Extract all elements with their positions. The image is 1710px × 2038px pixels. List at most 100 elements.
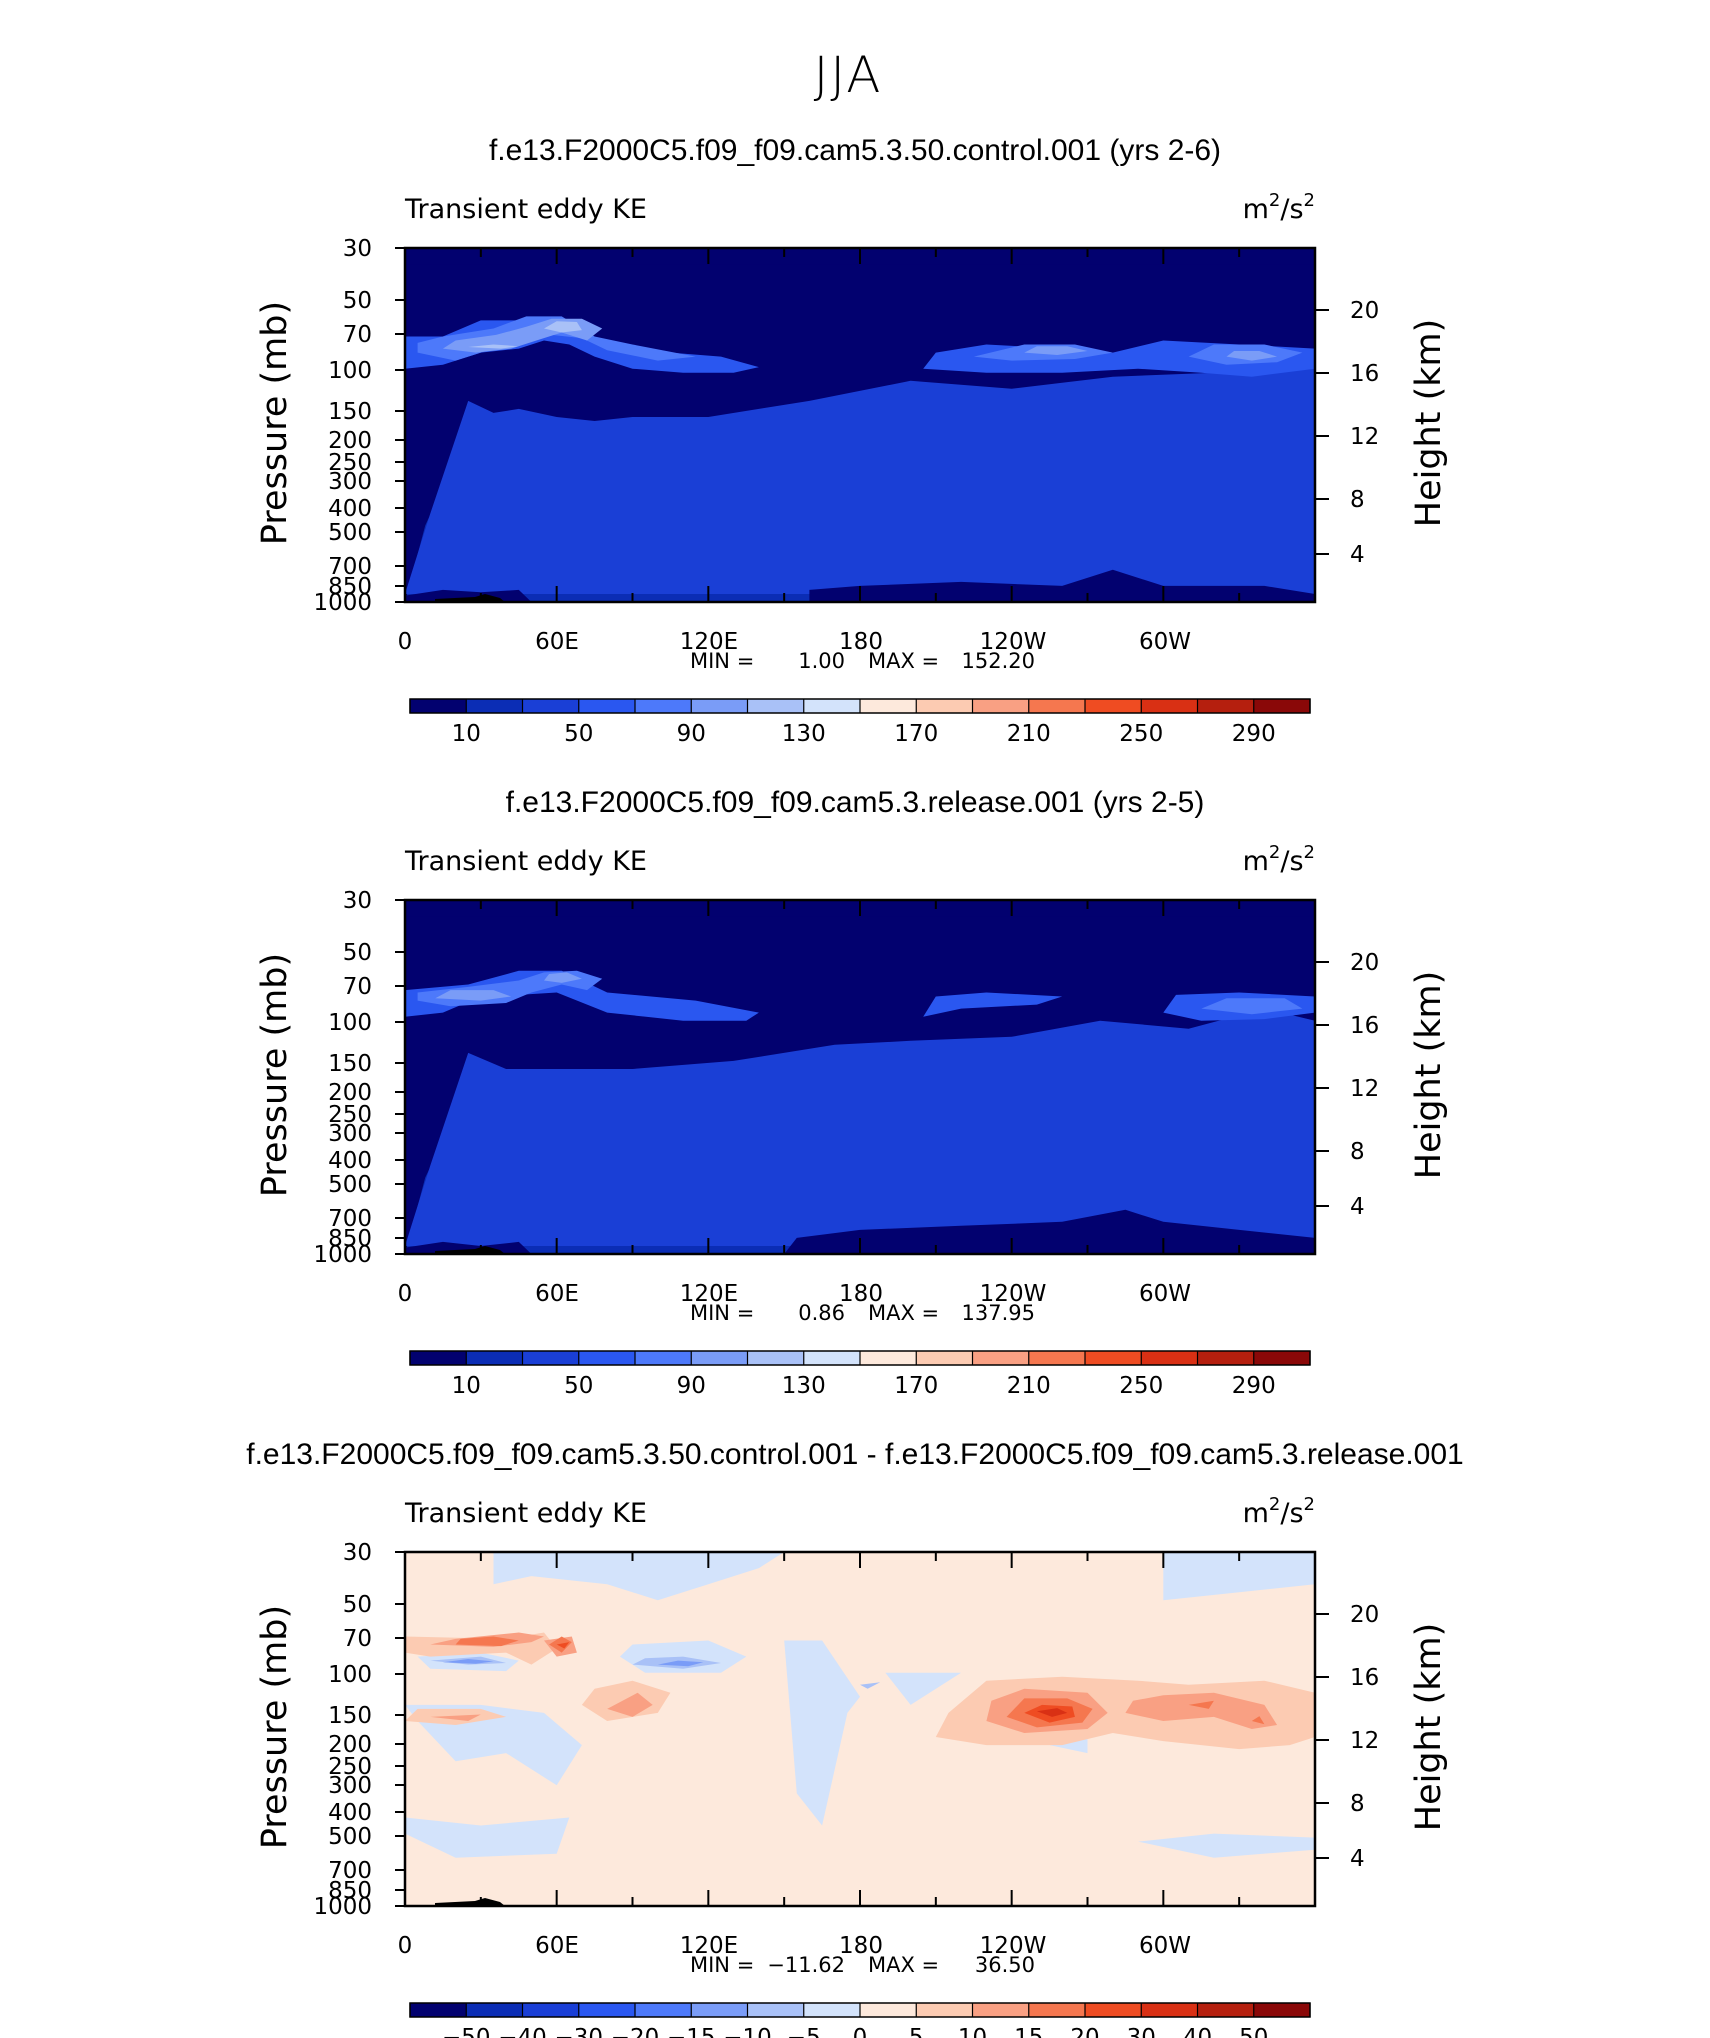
colorbar-label: 10 <box>452 1373 481 1399</box>
colorbar-swatch <box>860 699 917 713</box>
colorbar-swatch <box>466 699 523 713</box>
colorbar-swatch <box>579 2003 636 2017</box>
x-tick-label: 60W <box>1139 1281 1191 1307</box>
units-part: /s <box>1280 1498 1303 1529</box>
x-tick-label: 60E <box>535 1933 579 1959</box>
x-tick-label: 60E <box>535 629 579 655</box>
x-tick-label: 0 <box>398 629 413 655</box>
colorbar-swatch <box>973 1351 1030 1365</box>
colorbar-swatch <box>691 1351 748 1365</box>
height-tick-label: 4 <box>1350 1194 1365 1220</box>
min-value: 1.00 <box>798 649 845 673</box>
units-label: m2/s2 <box>1243 842 1315 877</box>
y-tick-label: 70 <box>343 1626 372 1652</box>
height-tick-label: 16 <box>1350 1013 1379 1039</box>
y-tick-label: 400 <box>328 496 372 522</box>
height-tick-label: 16 <box>1350 361 1379 387</box>
y-tick-label: 100 <box>328 358 372 384</box>
units-part: 2 <box>1304 1494 1315 1515</box>
colorbar-swatch <box>410 2003 467 2017</box>
y-tick-label: 300 <box>328 1773 372 1799</box>
y-tick-label: 50 <box>343 288 372 314</box>
colorbar-swatch <box>579 699 636 713</box>
colorbar-label: 90 <box>677 721 706 747</box>
panels: f.e13.F2000C5.f09_f09.cam5.3.50.control.… <box>246 134 1463 2038</box>
colorbar-swatch <box>973 2003 1030 2017</box>
y-tick-label: 70 <box>343 322 372 348</box>
colorbar-swatch <box>1141 1351 1198 1365</box>
y-axis-right: 20 16 12 8 4 Height (km) <box>1315 950 1449 1220</box>
colorbar-swatch <box>1254 1351 1311 1365</box>
colorbar-swatch <box>466 2003 523 2017</box>
height-tick-label: 8 <box>1350 1139 1365 1165</box>
colorbar-label: 170 <box>894 721 938 747</box>
colorbar-label: 130 <box>782 721 826 747</box>
colorbar-swatch <box>1198 2003 1255 2017</box>
colorbar-swatch <box>523 699 580 713</box>
height-tick-label: 4 <box>1350 542 1365 568</box>
max-label: MAX = <box>868 649 939 673</box>
units-label: m2/s2 <box>1243 190 1315 225</box>
colorbar-label: 50 <box>564 721 593 747</box>
colorbar-swatch <box>748 699 805 713</box>
y-tick-label: 1000 <box>313 1242 372 1268</box>
height-tick-label: 12 <box>1350 1728 1379 1754</box>
x-tick-label: 0 <box>398 1933 413 1959</box>
y-tick-label: 150 <box>328 1703 372 1729</box>
height-tick-label: 20 <box>1350 298 1379 324</box>
units-part: 2 <box>1269 842 1280 863</box>
y-axis-right: 20 16 12 8 4 Height (km) <box>1315 298 1449 568</box>
colorbar-swatch <box>804 1351 861 1365</box>
y-tick-label: 500 <box>328 1824 372 1850</box>
x-tick-label: 0 <box>398 1281 413 1307</box>
height-tick-label: 20 <box>1350 950 1379 976</box>
units-part: /s <box>1280 194 1303 225</box>
y-tick-label: 50 <box>343 940 372 966</box>
y-tick-label: 100 <box>328 1010 372 1036</box>
height-tick-label: 12 <box>1350 424 1379 450</box>
colorbar-label: −10 <box>723 2025 772 2038</box>
colorbar-swatch <box>523 2003 580 2017</box>
units-part: 2 <box>1304 842 1315 863</box>
max-value: 152.20 <box>962 649 1035 673</box>
colorbar-label: −15 <box>667 2025 716 2038</box>
height-tick-label: 12 <box>1350 1076 1379 1102</box>
right-axis-title: Height (km) <box>1409 971 1449 1180</box>
colorbar-swatch <box>748 1351 805 1365</box>
colorbar-swatch <box>916 2003 973 2017</box>
colorbar-label: 50 <box>564 1373 593 1399</box>
colorbar-label: 130 <box>782 1373 826 1399</box>
y-tick-label: 400 <box>328 1800 372 1826</box>
y-tick-label: 1000 <box>313 590 372 616</box>
y-tick-label: 70 <box>343 974 372 1000</box>
variable-label: Transient eddy KE <box>404 846 647 877</box>
min-label: MIN = <box>690 1953 754 1977</box>
colorbar-swatch <box>635 2003 692 2017</box>
colorbar: 10 50 90 130 170 210 250 290 <box>410 699 1311 747</box>
colorbar-swatch <box>1254 2003 1311 2017</box>
panel-title: f.e13.F2000C5.f09_f09.cam5.3.50.control.… <box>489 134 1221 167</box>
colorbar-label: 290 <box>1232 721 1276 747</box>
min-label: MIN = <box>690 1301 754 1325</box>
variable-label: Transient eddy KE <box>404 1498 647 1529</box>
units-part: m <box>1243 1498 1269 1529</box>
y-tick-label: 500 <box>328 1172 372 1198</box>
colorbar-swatch <box>1029 2003 1086 2017</box>
max-label: MAX = <box>868 1301 939 1325</box>
x-tick-label: 60W <box>1139 629 1191 655</box>
colorbar: 10 50 90 130 170 210 250 290 <box>410 1351 1311 1399</box>
max-value: 137.95 <box>962 1301 1035 1325</box>
colorbar-label: −20 <box>611 2025 660 2038</box>
colorbar-swatch <box>635 1351 692 1365</box>
colorbar-swatch <box>804 2003 861 2017</box>
panel-title: f.e13.F2000C5.f09_f09.cam5.3.release.001… <box>506 786 1205 819</box>
colorbar-swatch <box>1254 699 1311 713</box>
min-value: −11.62 <box>767 1953 845 1977</box>
height-tick-label: 8 <box>1350 487 1365 513</box>
y-axis-left: 30 50 70 100 150 200250300400500 7008501000 Pre… <box>255 236 405 616</box>
colorbar-swatch <box>410 699 467 713</box>
y-tick-label: 150 <box>328 399 372 425</box>
y-tick-label: 100 <box>328 1662 372 1688</box>
colorbar-swatch <box>691 2003 748 2017</box>
colorbar-swatch <box>466 1351 523 1365</box>
